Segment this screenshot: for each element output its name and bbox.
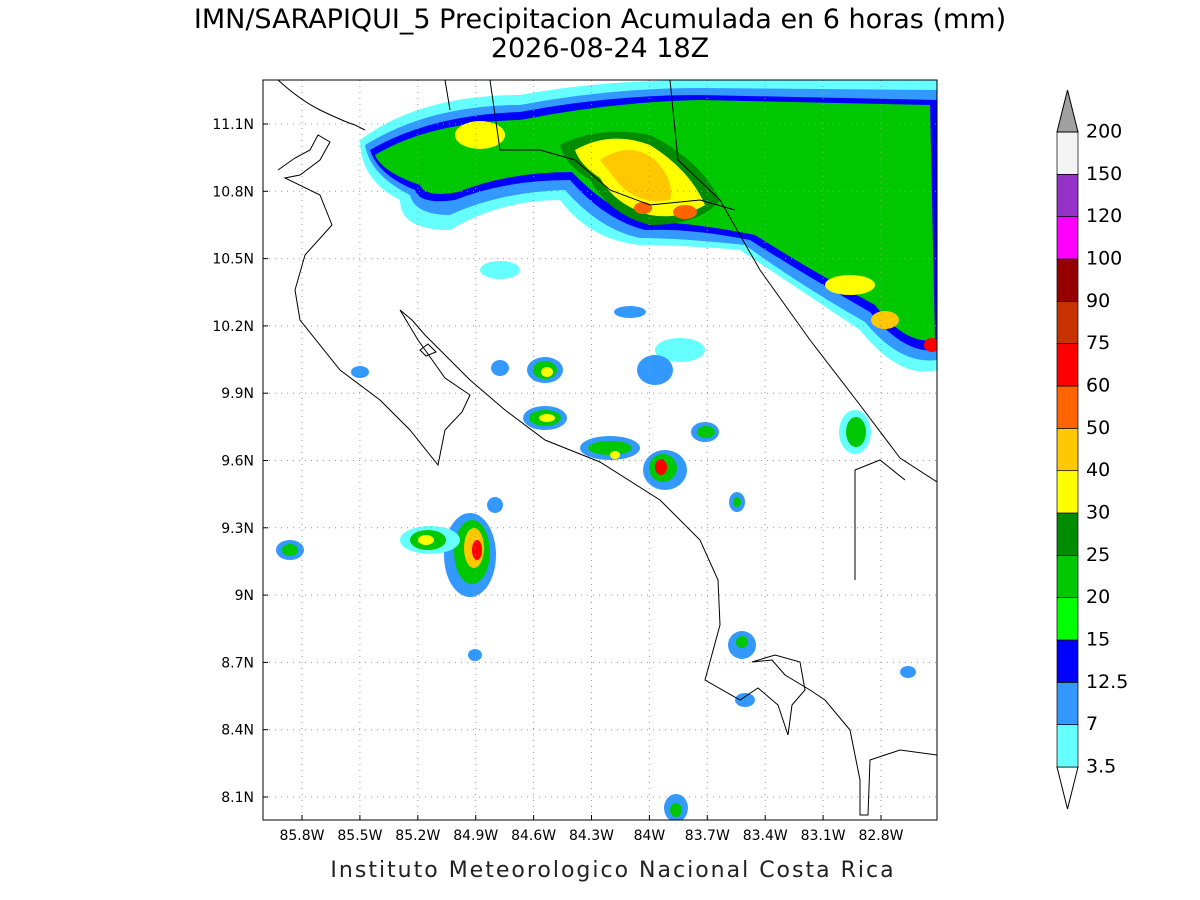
lon-label: 85.5W xyxy=(337,828,382,844)
lon-label: 84W xyxy=(634,828,666,844)
lat-label: 9.3N xyxy=(221,521,254,537)
colorbar-band xyxy=(1056,216,1079,260)
colorbar-band xyxy=(1056,343,1079,387)
subtitle: 2026-08-24 18Z xyxy=(491,33,709,64)
map-frame xyxy=(262,79,938,821)
colorbar-band xyxy=(1056,300,1079,345)
lat-label: 10.5N xyxy=(212,252,254,268)
colorbar-label: 30 xyxy=(1086,502,1110,524)
colorbar-band xyxy=(1056,724,1079,768)
colorbar-over xyxy=(1056,89,1079,133)
colorbar-band xyxy=(1056,639,1079,683)
lon-label: 85.8W xyxy=(279,828,324,844)
colorbar-label: 50 xyxy=(1086,417,1110,439)
colorbar-label: 7 xyxy=(1086,713,1098,735)
lat-label: 8.4N xyxy=(221,723,254,739)
colorbar-band xyxy=(1056,173,1079,218)
footer: Instituto Meteorologico Nacional Costa R… xyxy=(330,858,895,883)
lon-label: 84.3W xyxy=(569,828,614,844)
colorbar-band xyxy=(1056,597,1079,641)
lat-label: 9.6N xyxy=(221,454,254,470)
colorbar-label: 15 xyxy=(1086,629,1110,651)
colorbar-label: 40 xyxy=(1086,459,1110,481)
colorbar-band xyxy=(1056,554,1079,599)
colorbar-label: 100 xyxy=(1086,248,1122,270)
colorbar-label: 200 xyxy=(1086,121,1122,143)
colorbar: 3.5 7 12.5 15 20 25 30 40 50 60 75 90 100 120 150 200 xyxy=(1056,89,1128,810)
lat-label: 9.9N xyxy=(221,386,254,402)
lat-label: 10.2N xyxy=(212,319,254,335)
colorbar-band xyxy=(1056,427,1079,472)
colorbar-band xyxy=(1056,681,1079,726)
colorbar-under xyxy=(1056,766,1079,810)
graticule: 11.1N 10.8N 10.5N 10.2N 9.9N 9.6N 9.3N 9N 8.7N 8.… xyxy=(212,80,937,844)
colorbar-label: 120 xyxy=(1086,205,1122,227)
precip-field xyxy=(276,80,937,820)
colorbar-label: 60 xyxy=(1086,375,1110,397)
colorbar-label: 12.5 xyxy=(1086,671,1128,693)
colorbar-band xyxy=(1056,470,1079,514)
colorbar-label: 25 xyxy=(1086,544,1110,566)
colorbar-label: 150 xyxy=(1086,163,1122,185)
lon-label: 82.8W xyxy=(858,828,903,844)
lat-label: 9N xyxy=(235,588,254,604)
colorbar-band xyxy=(1056,131,1079,175)
map-area: 11.1N 10.8N 10.5N 10.2N 9.9N 9.6N 9.3N 9N 8.7N 8.… xyxy=(212,79,938,844)
coastlines xyxy=(277,80,937,816)
lon-label: 85.2W xyxy=(395,828,440,844)
lon-label: 84.9W xyxy=(453,828,498,844)
colorbar-label: 20 xyxy=(1086,586,1110,608)
lat-label: 8.1N xyxy=(221,790,254,806)
lat-label: 8.7N xyxy=(221,655,254,671)
lon-label: 84.6W xyxy=(511,828,556,844)
colorbar-label: 3.5 xyxy=(1086,756,1116,778)
colorbar-band xyxy=(1056,385,1079,429)
lon-label: 83.1W xyxy=(801,828,846,844)
colorbar-band xyxy=(1056,258,1079,302)
lon-label: 83.4W xyxy=(743,828,788,844)
lat-label: 10.8N xyxy=(212,184,254,200)
lat-label: 11.1N xyxy=(212,117,254,133)
lon-label: 83.7W xyxy=(685,828,730,844)
colorbar-band xyxy=(1056,512,1079,556)
colorbar-label: 90 xyxy=(1086,290,1110,312)
title: IMN/SARAPIQUI_5 Precipitacion Acumulada … xyxy=(194,4,1006,35)
colorbar-label: 75 xyxy=(1086,332,1110,354)
rain-cells xyxy=(276,261,916,820)
